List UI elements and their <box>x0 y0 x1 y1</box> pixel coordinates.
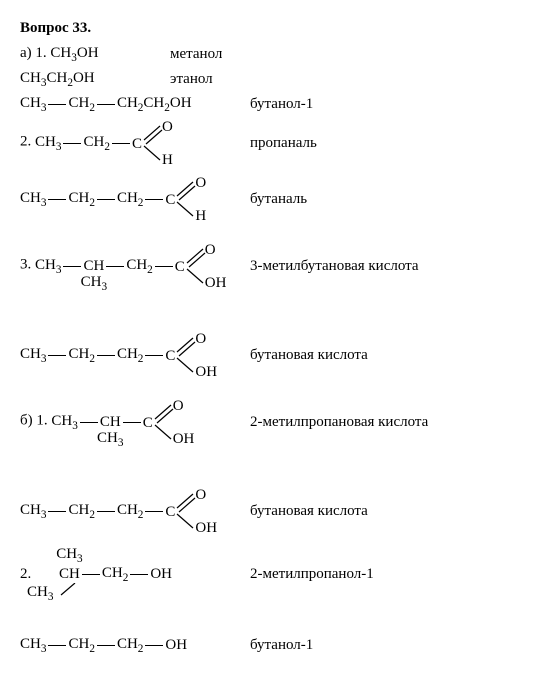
methyl-branch: CH3 <box>97 431 123 449</box>
cooh-group: C O OH <box>165 488 205 534</box>
b2-chain1: CH CH3 CH3 CH2 OH <box>59 565 172 584</box>
b1-n1: 2-метилпропановая кислота <box>250 414 428 431</box>
num-a2: 2. <box>20 134 31 150</box>
a3-chain2: CH3 CH2 CH2 C O OH <box>20 332 205 378</box>
num-b1: 1. <box>36 413 47 429</box>
a2-line2: CH3 CH2 CH2 C O H бутаналь <box>20 176 530 222</box>
cho-group: C O H <box>132 120 172 166</box>
a3-n1: 3-метилбутановая кислота <box>250 258 419 275</box>
a2-chain2: CH3 CH2 CH2 C O H <box>20 176 205 222</box>
b1-line1: б) 1. CH3 CH CH3 C O OH 2-метилпропанова… <box>20 388 530 456</box>
a1-f1: CH3OH <box>50 45 98 61</box>
a1-n2: этанол <box>170 71 213 88</box>
b2-chain2: CH3 CH2 CH2 OH <box>20 636 187 655</box>
a1-chain3: CH3 CH2 CH2 CH2OH <box>20 95 192 114</box>
a3-n2: бутановая кислота <box>250 347 368 364</box>
b2-n2: бутанол-1 <box>250 637 313 654</box>
b1-chain1: CH3 CH CH3 C O OH <box>51 399 182 445</box>
b1-chain2: CH3 CH2 CH2 C O OH <box>20 488 205 534</box>
a2-chain1: CH3 CH2 C O H <box>35 120 172 166</box>
b2-n1: 2-метилпропанол-1 <box>250 566 374 583</box>
num-b2: 2. <box>20 566 31 582</box>
label-b: б) <box>20 413 33 429</box>
a1-f2: CH3CH2OH <box>20 70 95 86</box>
a3-line2: CH3 CH2 CH2 C O OH бутановая кислота <box>20 332 530 378</box>
a3-chain1: CH3 CH CH3 CH2 C O OH <box>35 243 215 289</box>
a2-n2: бутаналь <box>250 191 307 208</box>
question-title: Вопрос 33. <box>20 20 530 37</box>
methyl-branch-up: CH3 <box>56 547 82 565</box>
a2-line1: 2. CH3 CH2 C O H пропаналь <box>20 120 530 166</box>
cho-group: C O H <box>165 176 205 222</box>
label-a: а) <box>20 45 32 61</box>
methyl-branch <box>59 583 79 597</box>
a1-line2: CH3CH2OH этанол <box>20 70 530 89</box>
a1-n1: метанол <box>170 46 222 63</box>
b1-line2: CH3 CH2 CH2 C O OH бутановая кислота <box>20 488 530 534</box>
methyl-branch: CH3 <box>81 275 107 293</box>
b1-n2: бутановая кислота <box>250 503 368 520</box>
a1-n3: бутанол-1 <box>250 96 313 113</box>
cooh-group: C O OH <box>175 243 215 289</box>
a1-line1: а) 1. CH3OH метанол <box>20 45 530 64</box>
b2-line1: 2. CH CH3 CH3 CH2 OH 2-метилпропанол-1 <box>20 544 530 604</box>
b2-line2: CH3 CH2 CH2 OH бутанол-1 <box>20 636 530 655</box>
num-a1: 1. <box>35 45 46 61</box>
a2-n1: пропаналь <box>250 135 317 152</box>
cooh-group: C O OH <box>143 399 183 445</box>
a3-line1: 3. CH3 CH CH3 CH2 C O OH 3-метилбутанова… <box>20 232 530 300</box>
num-a3: 3. <box>20 257 31 273</box>
cooh-group: C O OH <box>165 332 205 378</box>
a1-line3: CH3 CH2 CH2 CH2OH бутанол-1 <box>20 95 530 114</box>
